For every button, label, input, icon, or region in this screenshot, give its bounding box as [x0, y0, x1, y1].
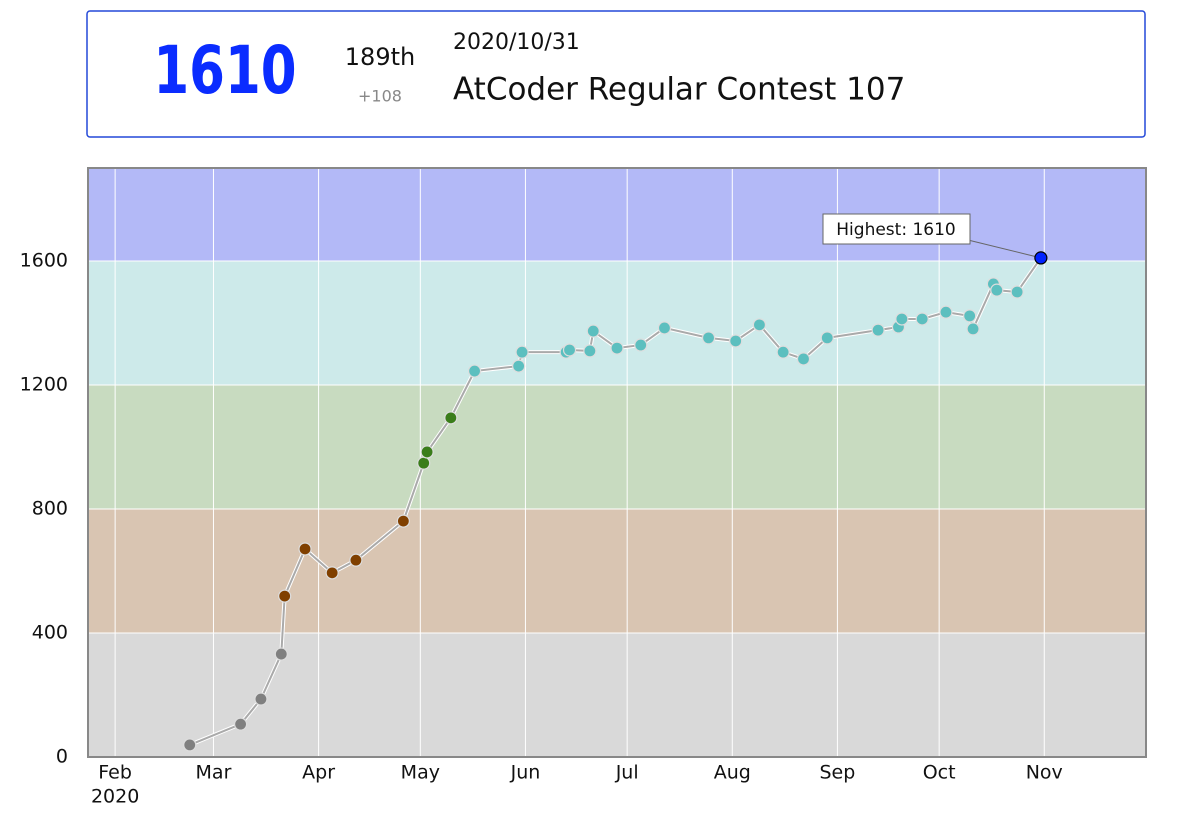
- rating-point: [349, 553, 363, 567]
- rating-point: [990, 283, 1004, 297]
- rating-point: [254, 692, 268, 706]
- marks: Highest: 1610: [183, 213, 1048, 752]
- x-tick-sublabel: 2020: [91, 786, 139, 808]
- rating-point: [895, 312, 909, 326]
- annotation-box: [822, 213, 971, 245]
- bands: [88, 168, 1146, 757]
- x-tick-label: Oct: [923, 762, 956, 784]
- rating-band: [88, 385, 1146, 509]
- x-tick-label: Jun: [510, 762, 541, 784]
- contest-name: AtCoder Regular Contest 107: [453, 72, 905, 108]
- rating-point: [915, 312, 929, 326]
- grid: [88, 168, 1146, 758]
- rating-point: [515, 345, 529, 359]
- rating-point: [183, 738, 197, 752]
- x-tick-label: Mar: [196, 762, 232, 784]
- rating-point: [820, 331, 834, 345]
- rating-point: [467, 364, 482, 378]
- rating-point: [939, 305, 953, 319]
- x-tick-label: Nov: [1026, 762, 1063, 784]
- y-tick-label: 800: [32, 498, 68, 520]
- rating-point: [701, 331, 716, 345]
- rating-point: [796, 352, 811, 366]
- rating-point: [325, 566, 339, 580]
- rating-point: [963, 309, 977, 323]
- rating-point: [657, 321, 672, 335]
- x-tick-label: Apr: [302, 762, 335, 784]
- rating-point: [444, 411, 458, 425]
- rating-diff: +108: [358, 87, 402, 106]
- rating-point: [1010, 285, 1024, 299]
- annotation: Highest: 1610: [836, 220, 955, 240]
- rating-point: [396, 514, 410, 528]
- rating-point: [420, 445, 434, 459]
- rating-band: [88, 633, 1146, 757]
- rating-point: [634, 338, 648, 352]
- rating-point: [610, 341, 624, 355]
- rating-point: [298, 542, 312, 556]
- x-tick-label: Aug: [714, 762, 751, 784]
- contest-date: 2020/10/31: [453, 30, 580, 55]
- rating: 1610: [153, 32, 296, 109]
- rating-point: [729, 334, 743, 348]
- rating-point: [752, 318, 767, 332]
- x-tick-label: Jul: [615, 762, 639, 784]
- y-tick-label: 0: [56, 746, 68, 768]
- info-box: [86, 10, 1146, 138]
- rating-point: [562, 343, 577, 357]
- rating-point: [278, 589, 292, 603]
- rating-point: [966, 322, 980, 336]
- rating-band: [88, 261, 1146, 385]
- x-tick-label: May: [401, 762, 440, 784]
- rating-point: [871, 323, 885, 337]
- rating-band: [88, 509, 1146, 633]
- annotation-leader: [967, 239, 1041, 259]
- x-tick-label: Feb: [98, 762, 132, 784]
- rating-point: [512, 359, 526, 373]
- rating-point: [583, 344, 597, 358]
- rating-point: [776, 345, 790, 359]
- plot-frame: [87, 167, 1147, 758]
- rating-point: [1034, 251, 1048, 265]
- rating-point: [233, 717, 248, 731]
- x-tick-label: Sep: [820, 762, 856, 784]
- rating-band: [88, 168, 1146, 261]
- y-tick-label: 1600: [20, 250, 68, 272]
- rating-point: [586, 324, 600, 338]
- y-tick-label: 400: [32, 622, 68, 644]
- y-tick-label: 1200: [20, 374, 68, 396]
- rank: 189th: [345, 43, 415, 71]
- rating-point: [417, 456, 431, 470]
- rating-point: [274, 647, 288, 661]
